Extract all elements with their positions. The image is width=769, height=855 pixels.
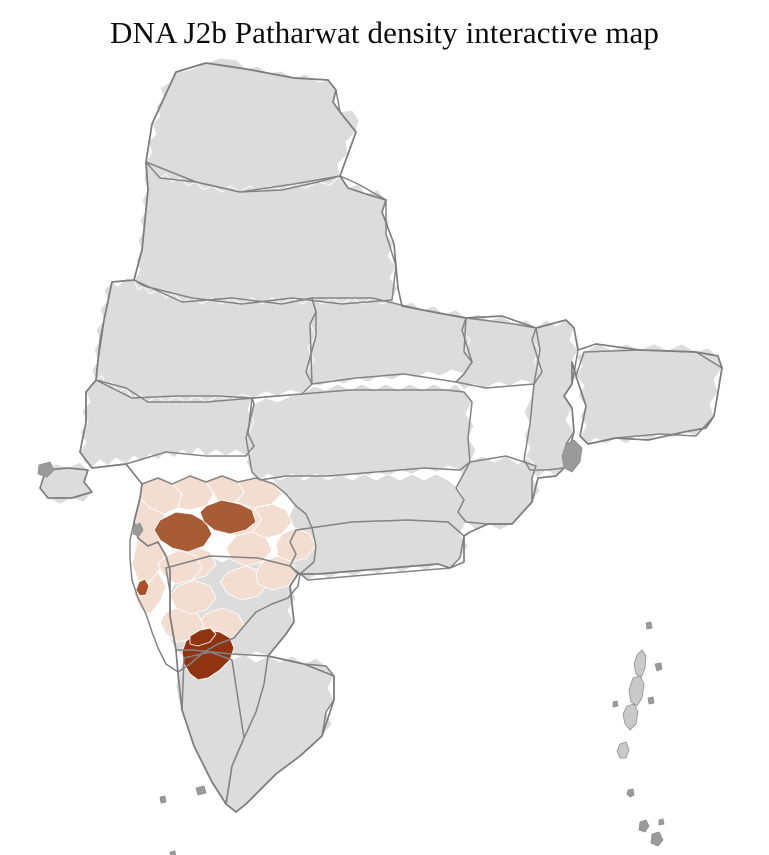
border-india-national	[80, 63, 722, 812]
island-dot-d	[646, 622, 652, 629]
border-rajasthan	[96, 280, 316, 402]
island-lakshadweep-3[interactable]	[170, 851, 176, 855]
border-maharashtra	[130, 476, 316, 672]
island-dot-c	[613, 701, 618, 707]
district-satara-north-lobe[interactable]	[190, 628, 216, 646]
island-south-andaman[interactable]	[623, 704, 638, 730]
patch-mumbai-coast	[133, 523, 143, 536]
india-map-canvas[interactable]	[0, 52, 769, 855]
island-dot-b	[648, 697, 654, 704]
page-title: DNA J2b Patharwat density interactive ma…	[109, 15, 660, 50]
island-lakshadweep-1[interactable]	[160, 796, 166, 803]
border-telangana-andhra	[290, 520, 464, 580]
island-great-nicobar[interactable]	[651, 832, 663, 846]
island-north-andaman[interactable]	[634, 650, 646, 678]
andaman-nicobar-islands[interactable]	[613, 622, 664, 846]
island-nicobar-group[interactable]	[639, 820, 649, 832]
island-middle-andaman[interactable]	[629, 676, 644, 706]
patch-sundarbans	[562, 440, 582, 472]
patch-kutch-west	[38, 462, 54, 477]
maharashtra-districts[interactable]	[132, 476, 316, 680]
india-choropleth-svg[interactable]	[0, 52, 769, 855]
lakshadweep-islands[interactable]	[160, 786, 206, 855]
island-little-andaman[interactable]	[617, 742, 629, 758]
island-dot-a	[655, 663, 662, 671]
district-ahmednagar[interactable]	[200, 500, 256, 534]
district-satara-border[interactable]	[170, 580, 216, 614]
island-lakshadweep-2[interactable]	[196, 786, 206, 795]
border-kutch-coast	[40, 468, 92, 498]
border-madhya-pradesh	[246, 390, 472, 480]
country-outline	[40, 63, 722, 812]
island-dot-e	[659, 819, 664, 825]
district-pune-south[interactable]	[158, 550, 202, 584]
island-car-nicobar[interactable]	[627, 789, 634, 797]
district-pune[interactable]	[154, 512, 212, 552]
coastal-patches	[38, 440, 582, 536]
